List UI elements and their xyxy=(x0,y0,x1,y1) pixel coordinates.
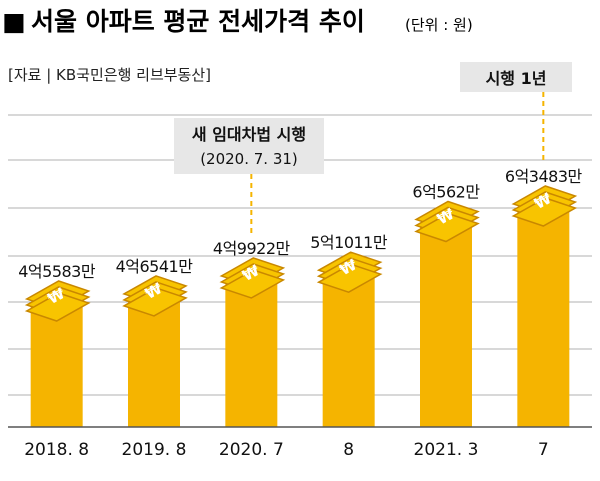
won-sign-icon: ₩ xyxy=(434,205,457,229)
value-label: 4억6541만 xyxy=(116,257,194,276)
bar-series: ₩4억5583만 ₩4억6541만 ₩4억9922만 ₩5억1011만 ₩6억562만 ₩… xyxy=(18,167,583,427)
annotation-text: 시행 1년 xyxy=(486,69,547,88)
x-tick-label: 2021. 3 xyxy=(414,440,479,460)
x-axis: 2018. 8 2019. 8 2020. 7 8 2021. 3 7 xyxy=(8,426,592,460)
value-label: 4억9922만 xyxy=(213,239,291,258)
bar xyxy=(225,283,278,427)
annotation-box xyxy=(460,62,572,92)
won-sign-icon: ₩ xyxy=(239,261,262,285)
bar xyxy=(128,301,180,427)
money-stack-icon: ₩ xyxy=(122,275,188,317)
money-stack-icon: ₩ xyxy=(316,251,383,294)
gridlines xyxy=(8,114,592,396)
value-label: 5억1011만 xyxy=(310,233,388,252)
annotation-text: (2020. 7. 31) xyxy=(200,150,298,168)
annotation-box xyxy=(174,118,324,174)
value-label: 6억562만 xyxy=(412,183,480,202)
won-sign-icon: ₩ xyxy=(337,255,360,279)
x-tick-label: 8 xyxy=(343,440,354,460)
unit-label: (단위 : 원) xyxy=(405,16,473,34)
x-tick-label: 2019. 8 xyxy=(122,440,187,460)
money-stack-icon: ₩ xyxy=(414,200,480,243)
title-square: ■ xyxy=(2,7,26,36)
value-label: 6억3483만 xyxy=(505,167,583,186)
bar xyxy=(517,212,570,427)
annotations: 새 임대차법 시행 (2020. 7. 31) 시행 1년 xyxy=(174,62,572,234)
won-sign-icon: ₩ xyxy=(45,284,68,308)
money-stack-icon: ₩ xyxy=(24,280,91,322)
bar xyxy=(322,278,375,427)
money-stack-icon: ₩ xyxy=(219,257,286,299)
source-label: [자료 | KB국민은행 리브부동산] xyxy=(8,66,211,84)
x-tick-label: 2020. 7 xyxy=(219,440,284,460)
value-label: 4억5583만 xyxy=(18,262,96,281)
chart-title: 서울 아파트 평균 전세가격 추이 xyxy=(31,7,365,36)
x-tick-label: 7 xyxy=(538,440,549,460)
annotation-text: 새 임대차법 시행 xyxy=(192,125,306,144)
money-stack-icon: ₩ xyxy=(511,185,578,227)
won-sign-icon: ₩ xyxy=(531,189,554,213)
x-tick-label: 2018. 8 xyxy=(24,440,89,460)
bar xyxy=(30,307,83,427)
won-sign-icon: ₩ xyxy=(142,279,165,303)
bar xyxy=(420,227,472,427)
